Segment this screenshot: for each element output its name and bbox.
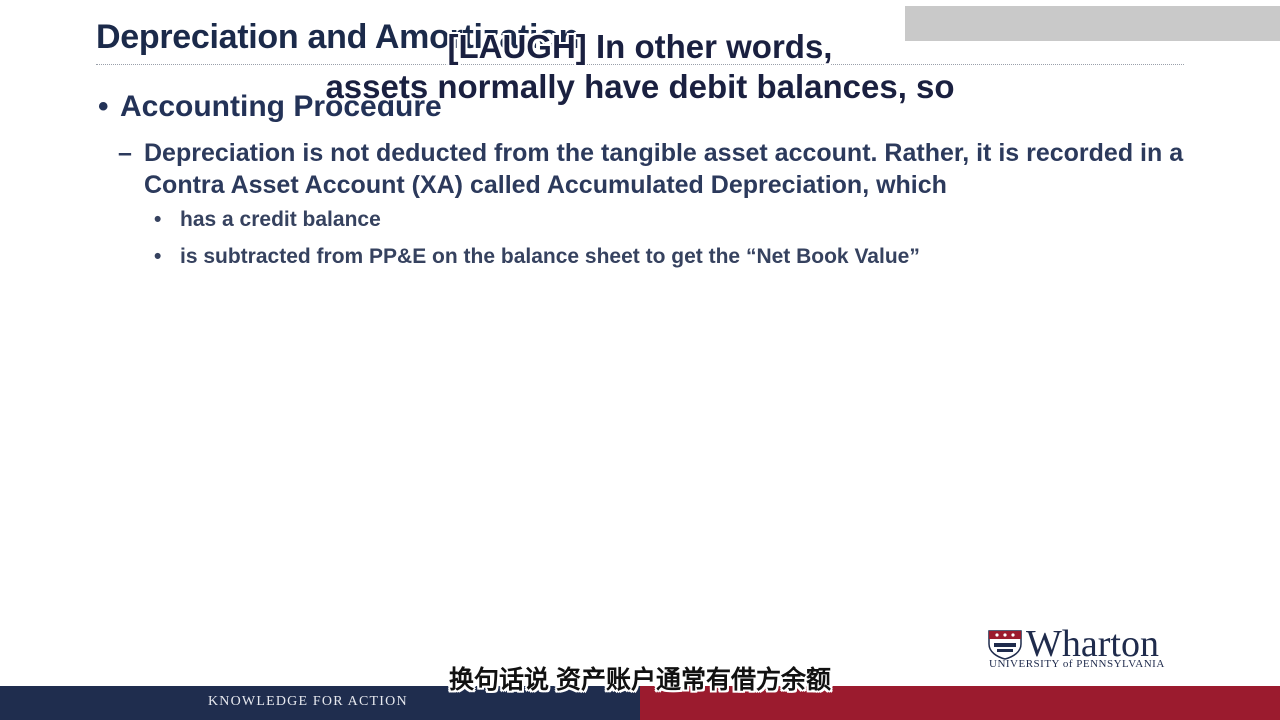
bullet-dash: – bbox=[118, 139, 132, 167]
subtitle-english-line-2: assets normally have debit balances, so bbox=[325, 68, 955, 105]
bullet-dot: • bbox=[98, 90, 109, 123]
footer-crimson-bar bbox=[640, 686, 1280, 720]
bullet-level-1-text: Accounting Procedure bbox=[120, 90, 442, 123]
footer-navy-bar: KNOWLEDGE FOR ACTION bbox=[0, 686, 640, 720]
logo-wordmark: Wharton bbox=[1026, 623, 1159, 665]
bullet-level-2: – Depreciation is not deducted from the … bbox=[118, 137, 1198, 201]
footer-tagline: KNOWLEDGE FOR ACTION bbox=[208, 694, 408, 709]
subtitle-english-line-1: [LAUGH] In other words, bbox=[447, 28, 833, 65]
bullet-dot: • bbox=[154, 208, 162, 231]
bullet-level-1: • Accounting Procedure bbox=[98, 90, 442, 124]
subtitle-chinese: 换句话说 资产账户通常有借方余额 bbox=[449, 666, 831, 694]
sub-bullet-text: is subtracted from PP&E on the balance s… bbox=[180, 245, 920, 268]
slide-title: Depreciation and Amortization bbox=[96, 18, 580, 56]
sub-bullet-text: has a credit balance bbox=[180, 208, 381, 231]
wharton-logo: Wharton UNIVERSITY of PENNSYLVANIA bbox=[988, 623, 1193, 676]
bullet-dot: • bbox=[154, 245, 162, 268]
logo-subtitle: UNIVERSITY of PENNSYLVANIA bbox=[989, 658, 1165, 670]
sub-bullet: • has a credit balance bbox=[154, 208, 381, 232]
top-right-gray-block bbox=[905, 6, 1280, 41]
title-divider bbox=[96, 64, 1184, 65]
sub-bullet: • is subtracted from PP&E on the balance … bbox=[154, 245, 920, 269]
penn-shield-icon bbox=[988, 630, 1022, 660]
bullet-level-2-text: Depreciation is not deducted from the ta… bbox=[144, 139, 1184, 199]
